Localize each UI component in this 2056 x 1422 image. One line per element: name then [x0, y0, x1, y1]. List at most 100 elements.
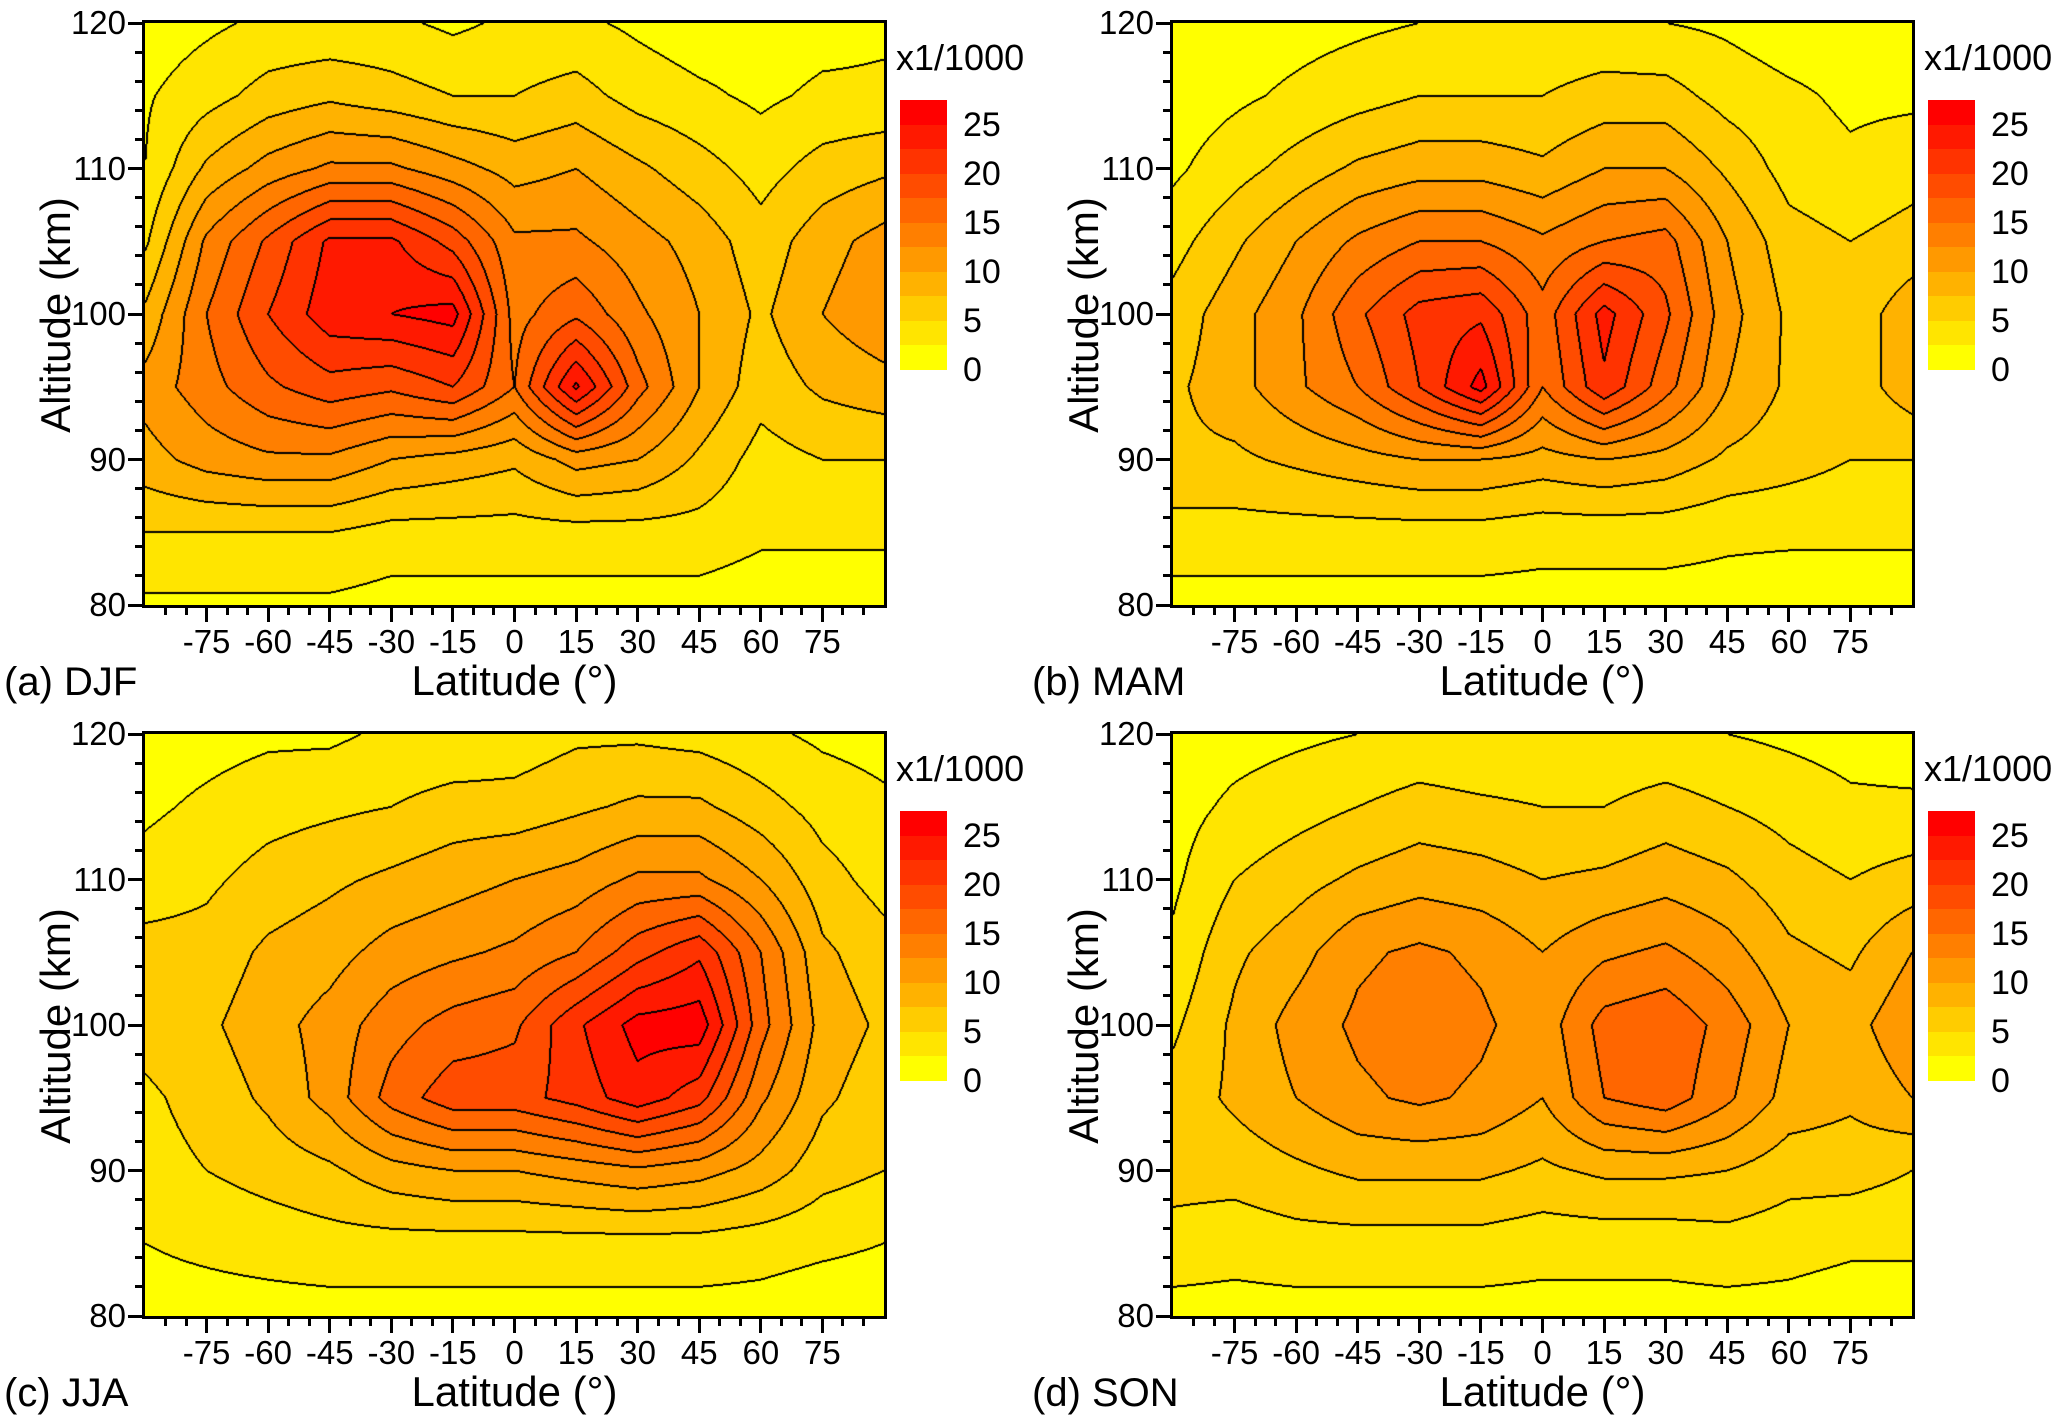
- y-minor-tick: [135, 1227, 142, 1231]
- colorbar-segment: [1928, 1056, 1975, 1082]
- x-minor-tick: [1766, 1319, 1770, 1326]
- y-minor-tick: [1163, 965, 1170, 969]
- x-axis-title: Latitude (°): [1439, 657, 1646, 704]
- x-minor-tick: [348, 608, 352, 615]
- y-major-tick: [128, 458, 142, 461]
- x-major-tick: [636, 1319, 640, 1333]
- x-minor-tick: [471, 608, 475, 615]
- x-minor-tick: [471, 1319, 475, 1326]
- x-major-tick: [820, 1319, 824, 1333]
- colorbar-segment: [1928, 173, 1975, 199]
- y-minor-tick: [135, 254, 142, 258]
- colorbar-segment: [1928, 320, 1975, 346]
- y-minor-tick: [135, 196, 142, 200]
- x-minor-tick: [533, 608, 537, 615]
- colorbar-segment: [1928, 860, 1975, 885]
- x-minor-tick: [164, 608, 168, 615]
- contour-canvas-son: [1173, 734, 1912, 1316]
- x-minor-tick: [1335, 608, 1339, 615]
- y-major-tick: [128, 312, 142, 316]
- y-minor-tick: [1163, 254, 1170, 258]
- y-minor-tick: [1163, 1227, 1170, 1231]
- x-minor-tick: [800, 1319, 804, 1326]
- x-major-tick: [1602, 608, 1606, 622]
- x-minor-tick: [1705, 1319, 1709, 1326]
- colorbar-segment: [900, 100, 947, 125]
- colorbar-tick-label: 25: [1991, 105, 2029, 144]
- x-minor-tick: [1746, 608, 1750, 615]
- x-minor-tick: [1623, 608, 1627, 615]
- x-minor-tick: [554, 1319, 558, 1326]
- colorbar-segment: [1928, 835, 1975, 861]
- y-minor-tick: [1163, 1139, 1170, 1143]
- colorbar-segment: [1928, 345, 1975, 371]
- colorbar-segment: [1928, 909, 1975, 934]
- x-major-tick: [1848, 608, 1852, 622]
- x-minor-tick: [225, 1319, 229, 1326]
- colorbar-segment: [900, 933, 947, 959]
- x-minor-tick: [1397, 1319, 1401, 1326]
- colorbar-segment: [1928, 100, 1975, 125]
- y-minor-tick: [135, 50, 142, 54]
- x-minor-tick: [1253, 608, 1257, 615]
- colorbar-tick-label: 0: [1991, 1062, 2010, 1100]
- x-minor-tick: [1643, 1319, 1647, 1326]
- x-minor-tick: [1458, 608, 1462, 615]
- x-minor-tick: [841, 608, 845, 615]
- colorbar-segment: [1928, 933, 1975, 959]
- x-minor-tick: [1335, 1319, 1339, 1326]
- x-major-tick: [205, 1319, 209, 1333]
- x-major-tick: [1725, 608, 1729, 622]
- x-major-tick: [697, 1319, 701, 1333]
- x-minor-tick: [1889, 608, 1893, 615]
- x-minor-tick: [246, 1319, 250, 1326]
- y-minor-tick: [1163, 819, 1170, 823]
- colorbar-tick-label: 25: [1991, 816, 2029, 855]
- x-minor-tick: [430, 608, 434, 615]
- colorbar-segment: [1928, 271, 1975, 297]
- colorbar-segment: [1928, 124, 1975, 150]
- colorbar-segment: [900, 345, 947, 371]
- y-major-tick: [1156, 603, 1170, 607]
- x-major-tick: [1664, 608, 1668, 622]
- y-minor-tick: [1163, 50, 1170, 54]
- x-minor-tick: [677, 1319, 681, 1326]
- x-minor-tick: [1684, 1319, 1688, 1326]
- y-minor-tick: [1163, 1052, 1170, 1056]
- x-minor-tick: [1869, 608, 1873, 615]
- panel-son: Altitude (km) -75 -60 -45 -30 -15 0 15 30 45 60 75…: [1028, 711, 2056, 1422]
- x-minor-tick: [1623, 1319, 1627, 1326]
- x-minor-tick: [841, 1319, 845, 1326]
- y-minor-tick: [1163, 137, 1170, 141]
- colorbar: [1928, 811, 1975, 1082]
- x-minor-tick: [1828, 608, 1832, 615]
- x-minor-tick: [554, 608, 558, 615]
- colorbar-tick-label: 15: [1991, 203, 2029, 242]
- colorbar-tick-label: 5: [1991, 1012, 2010, 1051]
- y-minor-tick: [135, 370, 142, 374]
- x-major-tick: [1417, 608, 1421, 622]
- colorbar-segment: [1928, 1007, 1975, 1032]
- y-major-tick: [128, 1169, 142, 1172]
- x-major-tick: [759, 608, 763, 622]
- y-minor-tick: [1163, 994, 1170, 998]
- x-minor-tick: [1561, 608, 1565, 615]
- x-minor-tick: [533, 1319, 537, 1326]
- colorbar: [900, 811, 947, 1082]
- x-major-tick: [820, 608, 824, 622]
- x-minor-tick: [184, 608, 188, 615]
- x-minor-tick: [1520, 608, 1524, 615]
- x-minor-tick: [307, 608, 311, 615]
- x-minor-tick: [492, 1319, 496, 1326]
- y-minor-tick: [135, 936, 142, 940]
- colorbar-tick-label: 15: [1991, 914, 2029, 953]
- x-major-tick: [1233, 1319, 1237, 1333]
- x-minor-tick: [1766, 608, 1770, 615]
- colorbar-tick-label: 10: [1991, 963, 2029, 1002]
- x-minor-tick: [615, 608, 619, 615]
- y-major-tick: [128, 1023, 142, 1027]
- x-minor-tick: [287, 1319, 291, 1326]
- x-minor-tick: [1438, 608, 1442, 615]
- x-minor-tick: [1274, 1319, 1278, 1326]
- colorbar-title: x1/1000: [896, 748, 1025, 789]
